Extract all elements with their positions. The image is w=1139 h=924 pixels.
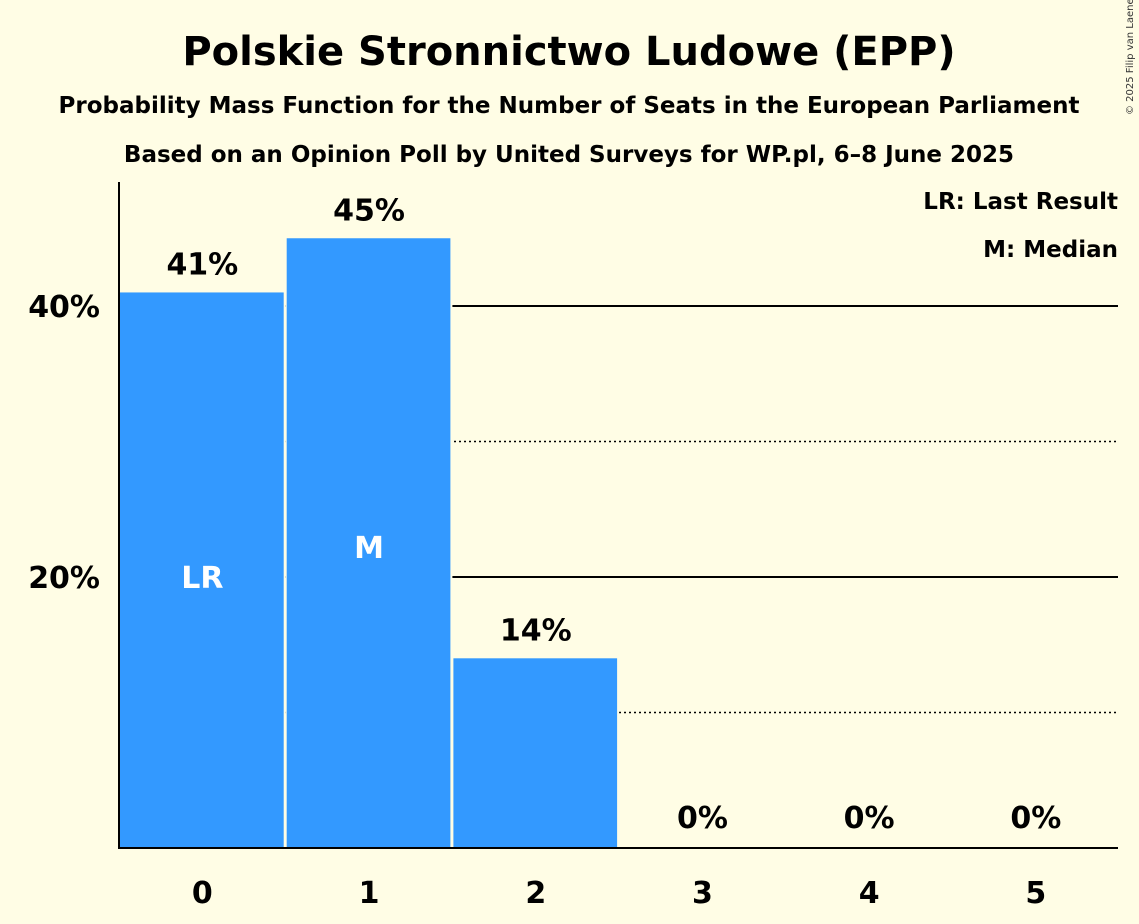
- legend-last-result: LR: Last Result: [923, 189, 1118, 215]
- x-tick-label-4: 4: [859, 876, 880, 911]
- x-tick-label-1: 1: [359, 876, 380, 911]
- x-tick-label-5: 5: [1025, 876, 1046, 911]
- bar-0: [120, 292, 284, 848]
- value-label-0: 41%: [166, 247, 238, 282]
- axes: 0 1 2 3 4 5 20% 40%: [28, 182, 1118, 911]
- y-tick-label-20: 20%: [28, 561, 100, 596]
- value-label-5: 0%: [1010, 801, 1061, 836]
- x-tick-label-0: 0: [192, 876, 213, 911]
- chart-title: Polskie Stronnictwo Ludowe (EPP): [182, 29, 955, 75]
- bars: [119, 238, 620, 848]
- bar-2: [453, 658, 618, 848]
- value-label-2: 14%: [500, 613, 572, 648]
- chart-subtitle: Probability Mass Function for the Number…: [59, 93, 1080, 119]
- x-tick-label-3: 3: [692, 876, 713, 911]
- y-tick-label-40: 40%: [28, 290, 100, 325]
- chart-source: Based on an Opinion Poll by United Surve…: [124, 142, 1014, 168]
- data-labels: 41% LR 45% M 14% 0% 0% 0%: [166, 193, 1061, 836]
- value-label-4: 0%: [844, 801, 895, 836]
- bar-marker-lr: LR: [181, 561, 223, 596]
- legend-median: M: Median: [983, 237, 1118, 263]
- value-label-3: 0%: [677, 801, 728, 836]
- value-label-1: 45%: [333, 193, 405, 228]
- copyright-notice: © 2025 Filip van Laenen: [1125, 0, 1136, 115]
- bar-marker-m: M: [354, 531, 384, 566]
- x-tick-label-2: 2: [525, 876, 546, 911]
- bar-1: [286, 238, 451, 848]
